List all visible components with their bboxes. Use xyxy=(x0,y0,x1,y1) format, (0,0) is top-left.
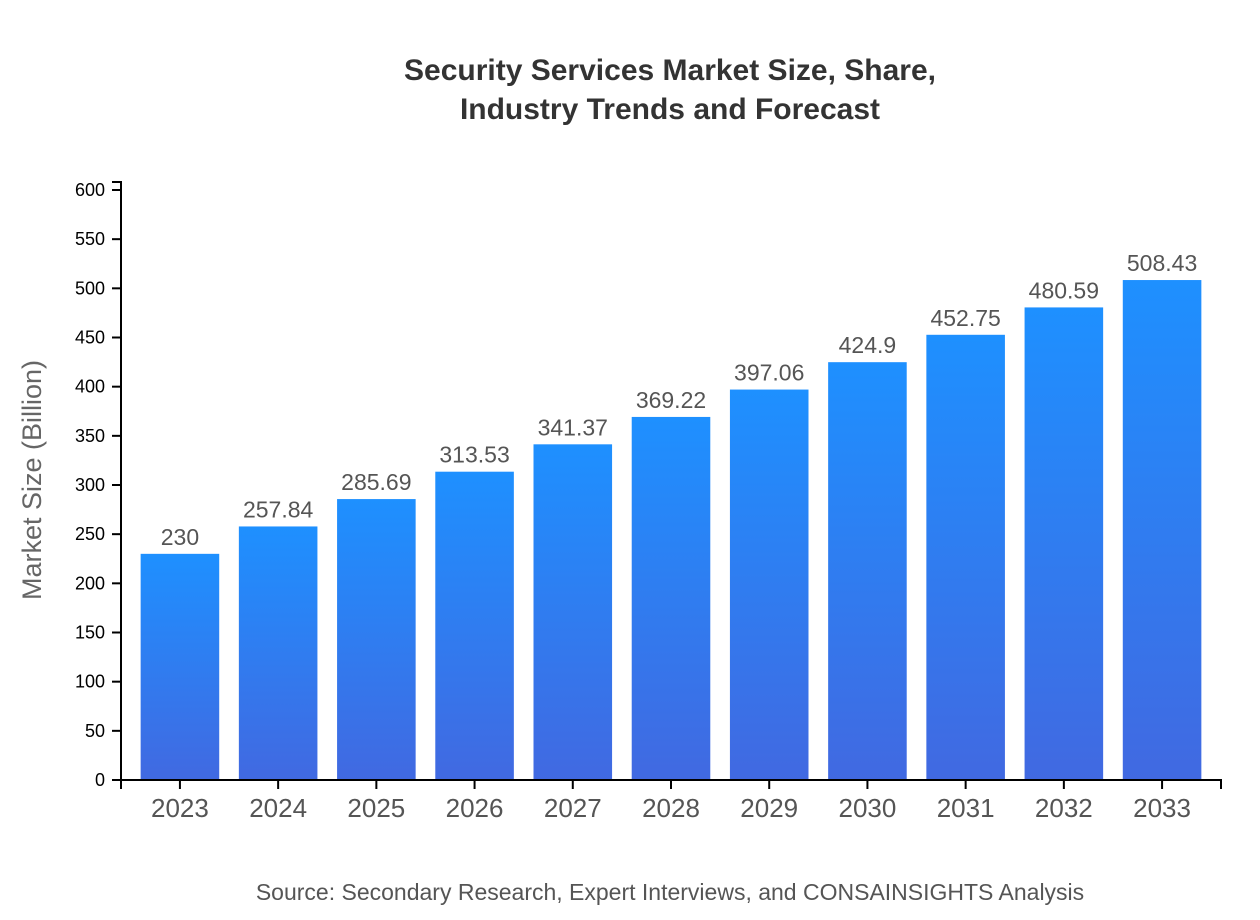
data-label-2025: 285.69 xyxy=(341,469,411,495)
bar-2033 xyxy=(1122,280,1202,780)
bar-2023 xyxy=(140,553,220,780)
data-label-2026: 313.53 xyxy=(439,442,509,468)
data-label-2024: 257.84 xyxy=(243,496,314,522)
y-tick-label-350: 350 xyxy=(75,426,105,446)
data-label-2031: 452.75 xyxy=(930,305,1000,331)
x-tick-label-2024: 2024 xyxy=(249,793,307,823)
source-note: Source: Secondary Research, Expert Inter… xyxy=(256,879,1084,905)
x-tick-label-2025: 2025 xyxy=(347,793,405,823)
chart-title-line-1: Security Services Market Size, Share, xyxy=(404,54,936,87)
bar-2031 xyxy=(926,334,1005,780)
y-tick-label-300: 300 xyxy=(75,475,105,495)
data-label-2032: 480.59 xyxy=(1029,277,1099,303)
y-tick-label-50: 50 xyxy=(85,721,105,741)
y-tick-label-150: 150 xyxy=(75,623,105,643)
y-tick-label-500: 500 xyxy=(75,278,105,298)
data-label-2030: 424.9 xyxy=(839,332,897,358)
data-label-2029: 397.06 xyxy=(734,360,804,386)
data-label-2023: 230 xyxy=(161,524,199,550)
y-axis xyxy=(112,181,122,781)
x-tick-label-2029: 2029 xyxy=(740,793,798,823)
bar-2025 xyxy=(337,499,416,780)
bar-2026 xyxy=(435,471,514,780)
bar-2027 xyxy=(533,444,613,780)
y-tick-label-250: 250 xyxy=(75,524,105,544)
y-tick-label-100: 100 xyxy=(75,672,105,692)
data-label-2027: 341.37 xyxy=(538,414,608,440)
x-tick-label-2033: 2033 xyxy=(1133,793,1191,823)
chart-title-line-2: Industry Trends and Forecast xyxy=(460,93,880,126)
bar-2024 xyxy=(238,526,318,780)
data-label-2028: 369.22 xyxy=(636,387,706,413)
data-label-2033: 508.43 xyxy=(1127,250,1197,276)
x-tick-label-2026: 2026 xyxy=(446,793,504,823)
y-axis-label: Market Size (Billion) xyxy=(17,360,47,600)
y-tick-label-400: 400 xyxy=(75,377,105,397)
x-tick-label-2030: 2030 xyxy=(839,793,897,823)
x-tick-label-2023: 2023 xyxy=(151,793,209,823)
y-tick-label-200: 200 xyxy=(75,573,105,593)
bar-2028 xyxy=(631,416,711,780)
y-tick-label-600: 600 xyxy=(75,180,105,200)
bar-2029 xyxy=(729,389,809,780)
y-tick-label-450: 450 xyxy=(75,328,105,348)
x-tick-label-2027: 2027 xyxy=(544,793,602,823)
y-tick-label-0: 0 xyxy=(95,770,105,790)
y-tick-label-550: 550 xyxy=(75,229,105,249)
bar-2030 xyxy=(828,362,907,780)
bar-2032 xyxy=(1024,307,1104,780)
x-tick-label-2031: 2031 xyxy=(937,793,995,823)
x-axis xyxy=(120,779,1222,789)
x-tick-label-2032: 2032 xyxy=(1035,793,1093,823)
x-tick-label-2028: 2028 xyxy=(642,793,700,823)
